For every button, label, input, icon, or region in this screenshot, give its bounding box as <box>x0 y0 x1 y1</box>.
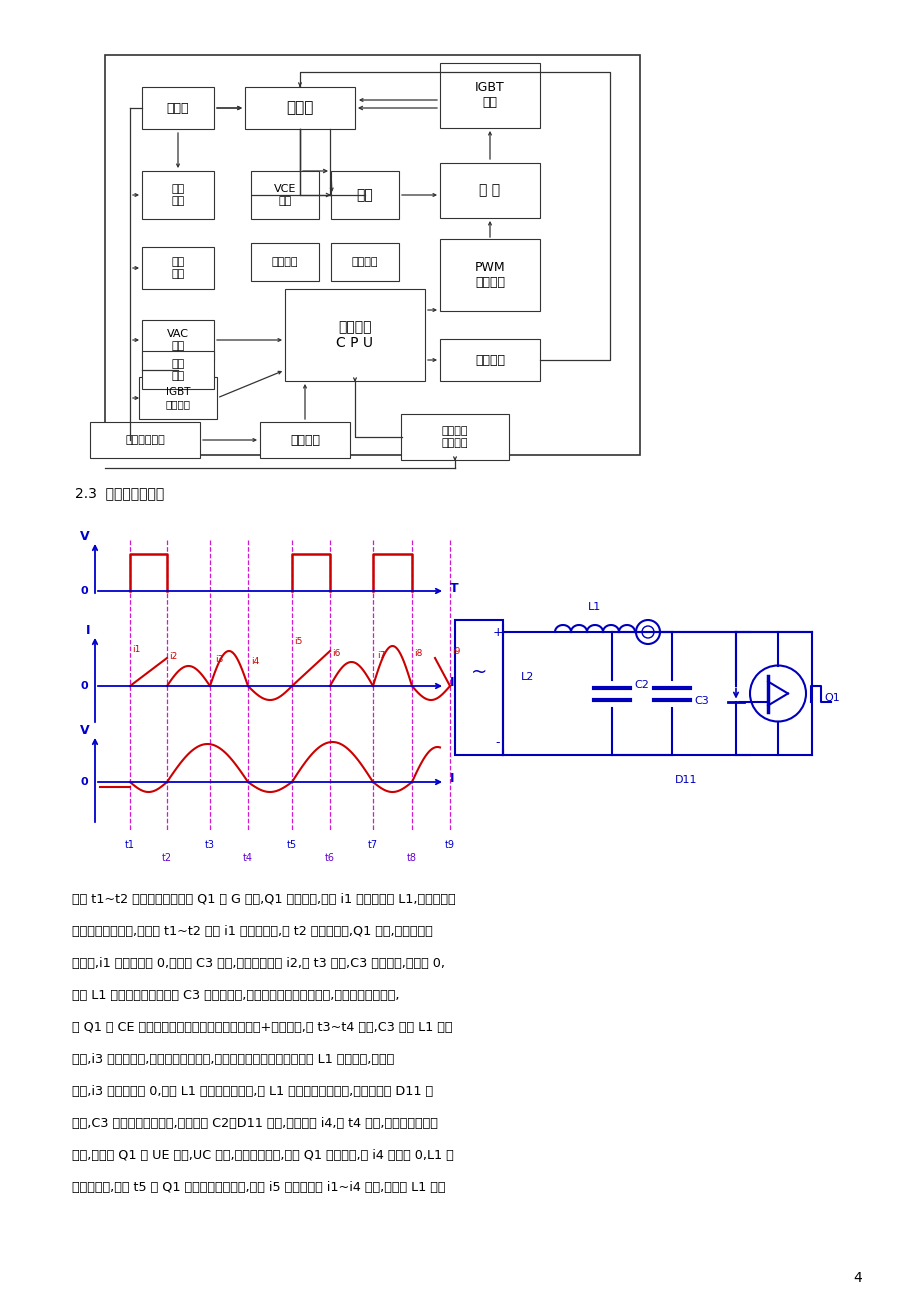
Text: t6: t6 <box>324 853 335 863</box>
Text: 报警电路: 报警电路 <box>271 256 298 267</box>
Bar <box>331 171 399 219</box>
Bar <box>439 163 539 217</box>
Text: i3: i3 <box>215 655 223 664</box>
Text: 浪涌电压
监测电路: 浪涌电压 监测电路 <box>441 426 468 448</box>
Text: t4: t4 <box>243 853 253 863</box>
Text: 主回路: 主回路 <box>286 100 313 116</box>
Text: 保护程度设置: 保护程度设置 <box>125 435 165 445</box>
Text: t1: t1 <box>125 840 135 850</box>
Bar <box>439 339 539 381</box>
Text: 电流
检测: 电流 检测 <box>171 258 185 279</box>
Bar <box>251 171 319 219</box>
Text: 同步: 同步 <box>357 187 373 202</box>
Text: i2: i2 <box>169 652 177 661</box>
Text: I: I <box>449 772 454 785</box>
Text: 主电源: 主电源 <box>166 102 189 115</box>
Bar <box>105 55 640 454</box>
Bar <box>439 240 539 311</box>
Text: V: V <box>80 724 90 737</box>
Bar <box>142 171 214 219</box>
Text: 0: 0 <box>80 681 88 691</box>
Text: +: + <box>493 625 503 638</box>
Text: PWM
脉宽调控: PWM 脉宽调控 <box>474 260 505 289</box>
Bar <box>142 247 214 289</box>
Text: 0: 0 <box>80 777 88 786</box>
Text: i7: i7 <box>377 651 385 660</box>
Text: 0: 0 <box>80 586 88 596</box>
Text: -: - <box>495 737 500 750</box>
Text: 这时 L1 的磁场能量全部转为 C3 的电场能量,在电容两端出现左负右正,幅度达到峰値电压,: 这时 L1 的磁场能量全部转为 C3 的电场能量,在电容两端出现左负右正,幅度达… <box>72 990 399 1003</box>
Text: t3: t3 <box>205 840 215 850</box>
Text: IGBT
偏置监测: IGBT 偏置监测 <box>165 387 190 409</box>
Text: 方波
电路: 方波 电路 <box>171 359 185 380</box>
Text: t2: t2 <box>162 853 172 863</box>
Text: VAC
监控: VAC 监控 <box>167 329 188 350</box>
Text: 完毕,i3 达到最大値,电容两端电压消失,这时电容中的电能又全部转为 L1 中的磁能,因感抗: 完毕,i3 达到最大値,电容两端电压消失,这时电容中的电能又全部转为 L1 中的… <box>72 1053 394 1066</box>
Text: t9: t9 <box>445 840 455 850</box>
Bar <box>455 620 503 755</box>
Text: i4: i4 <box>251 658 259 667</box>
Text: 开关控制: 开关控制 <box>474 354 505 366</box>
Text: t7: t7 <box>368 840 378 850</box>
Text: i1: i1 <box>131 644 141 654</box>
Text: 存在,C3 不能继续反向充电,而是经过 C2、D11 回流,形成电流 i4,在 t4 时间,第二个脉冲开始: 存在,C3 不能继续反向充电,而是经过 C2、D11 回流,形成电流 i4,在 … <box>72 1117 437 1130</box>
Text: i9: i9 <box>451 647 460 656</box>
Bar <box>285 289 425 381</box>
Text: 到来,但这时 Q1 的 UE 为正,UC 为负,处于反偶状态,所以 Q1 不能导通,待 i4 减小到 0,L1 中: 到来,但这时 Q1 的 UE 为正,UC 为负,处于反偶状态,所以 Q1 不能导… <box>72 1148 453 1161</box>
Text: 2.3  主回路原理分析: 2.3 主回路原理分析 <box>75 486 165 500</box>
Bar <box>142 320 214 359</box>
Text: C3: C3 <box>693 697 708 707</box>
Text: L2: L2 <box>520 673 534 682</box>
Text: 微处理器
C P U: 微处理器 C P U <box>336 320 373 350</box>
Bar <box>139 378 217 419</box>
Text: i5: i5 <box>294 637 302 646</box>
Bar <box>439 62 539 128</box>
Text: I: I <box>85 624 90 637</box>
Bar <box>260 422 349 458</box>
Text: Q1: Q1 <box>823 694 839 703</box>
Text: 在 Q1 的 CE 极间出现的电压实际为逆程脉冲峰压+电源电压,在 t3~t4 时间,C3 通过 L1 放电: 在 Q1 的 CE 极间出现的电压实际为逆程脉冲峰压+电源电压,在 t3~t4 … <box>72 1021 452 1034</box>
Text: t5: t5 <box>287 840 297 850</box>
Text: 抗不允许电流突变,所以在 t1~t2 时间 i1 随线性上升,在 t2 时脉冲结束,Q1 截止,同样由于感: 抗不允许电流突变,所以在 t1~t2 时间 i1 随线性上升,在 t2 时脉冲结… <box>72 924 432 937</box>
Text: 作用,i3 不能立即变 0,于是 L1 两端电动势反向,即 L1 两端电位左正右负,由于阵尼管 D11 的: 作用,i3 不能立即变 0,于是 L1 两端电动势反向,即 L1 两端电位左正右… <box>72 1085 433 1098</box>
Text: 4: 4 <box>853 1271 861 1285</box>
Text: V: V <box>80 530 90 543</box>
Text: 辅助
电路: 辅助 电路 <box>171 184 185 206</box>
Text: t8: t8 <box>406 853 416 863</box>
Text: VCE
监控: VCE 监控 <box>274 184 296 206</box>
Text: 振 荡: 振 荡 <box>479 184 500 197</box>
Bar <box>331 243 399 281</box>
Text: D11: D11 <box>674 775 697 785</box>
Text: C2: C2 <box>633 681 648 690</box>
Text: 散热系统: 散热系统 <box>351 256 378 267</box>
Bar <box>142 352 214 389</box>
Text: 的磁能放完,即到 t5 时 Q1 才开始第二次导通,产生 i5 以后又重复 i1~i4 过程,因此在 L1 上就: 的磁能放完,即到 t5 时 Q1 才开始第二次导通,产生 i5 以后又重复 i1… <box>72 1181 445 1194</box>
Text: 时间 t1~t2 时当开关脉冲加至 Q1 的 G 极时,Q1 饱和导通,电流 i1 从电源流过 L1,由于线圈感: 时间 t1~t2 时当开关脉冲加至 Q1 的 G 极时,Q1 饱和导通,电流 i… <box>72 893 455 906</box>
Text: T: T <box>449 582 459 595</box>
Bar <box>90 422 199 458</box>
Text: ~: ~ <box>471 663 487 682</box>
Bar <box>401 414 508 460</box>
Bar <box>251 243 319 281</box>
Text: IGBT
激助: IGBT 激助 <box>474 81 505 109</box>
Text: i8: i8 <box>414 648 422 658</box>
Text: L1: L1 <box>588 602 601 612</box>
Text: I: I <box>449 677 454 690</box>
Text: 抗作用,i1 不能立即变 0,于是向 C3 充电,产生充电电流 i2,在 t3 时间,C3 电荷充满,电流变 0,: 抗作用,i1 不能立即变 0,于是向 C3 充电,产生充电电流 i2,在 t3 … <box>72 957 445 970</box>
Text: i6: i6 <box>332 648 340 658</box>
Text: 操控电路: 操控电路 <box>289 434 320 447</box>
Bar <box>244 87 355 129</box>
Bar <box>142 87 214 129</box>
